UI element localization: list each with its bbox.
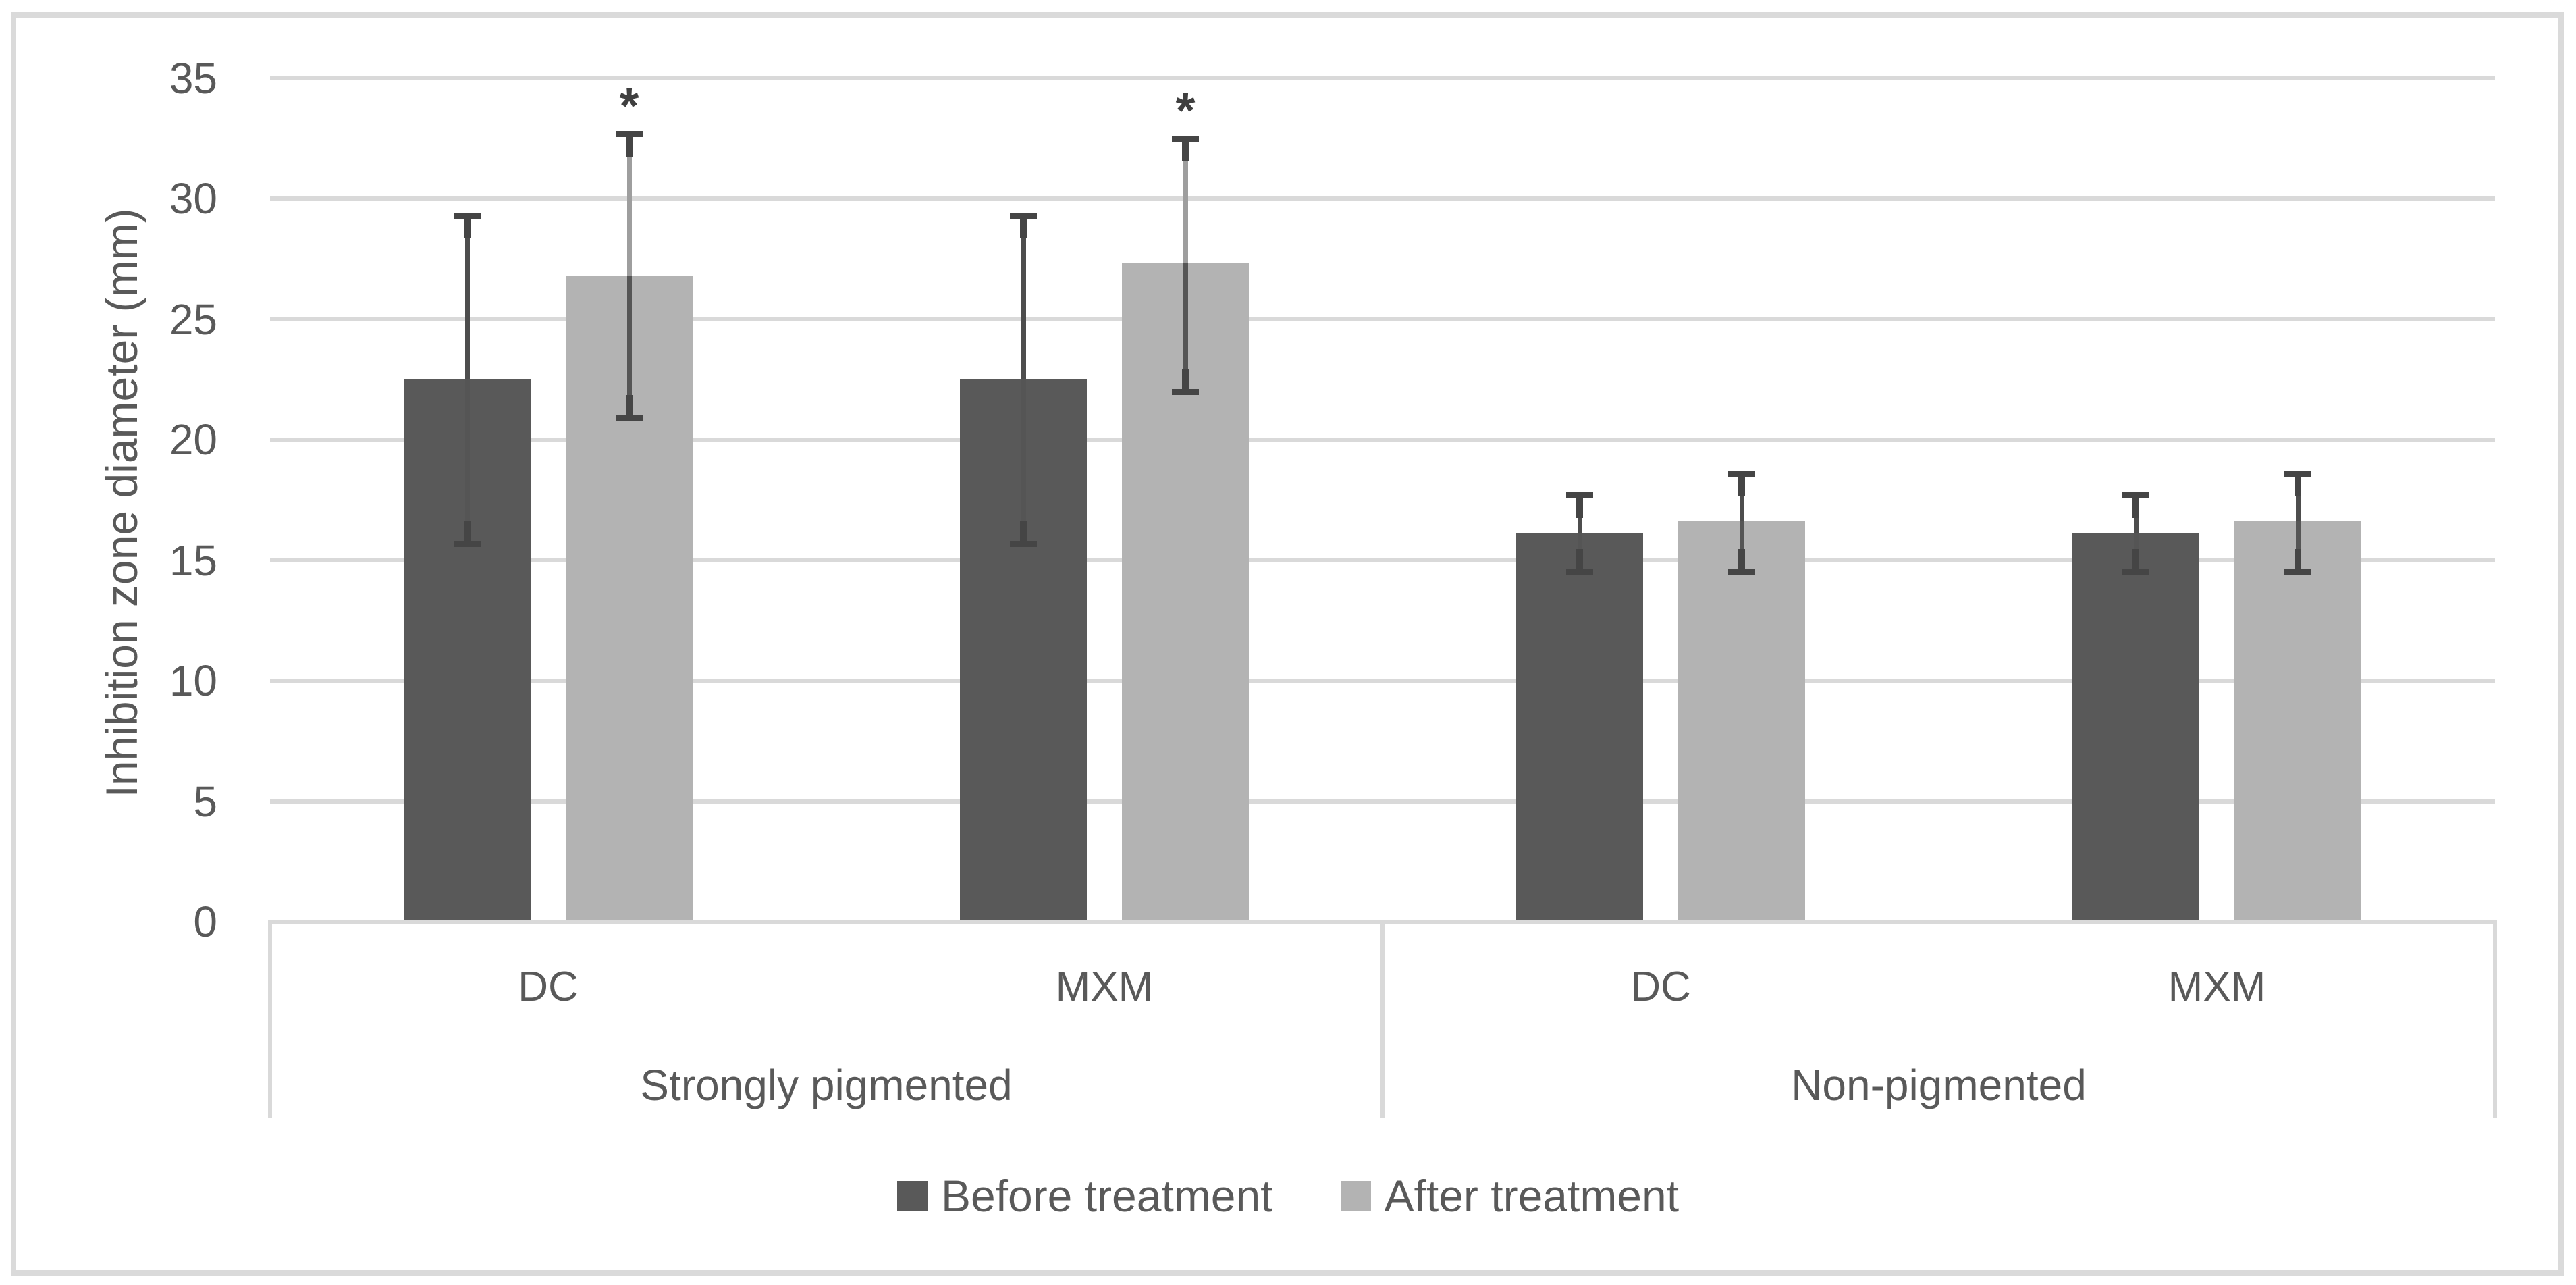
error-bar-stem — [464, 217, 471, 238]
error-bar-cap — [1172, 135, 1199, 142]
error-bar-cap — [1566, 569, 1593, 576]
error-bar-cap — [1010, 540, 1037, 547]
error-bar-line — [464, 379, 470, 544]
y-tick-label: 35 — [169, 53, 217, 103]
error-bar-line — [464, 215, 470, 379]
gridline — [270, 799, 2495, 804]
figure-border — [11, 12, 2564, 1276]
gridline — [270, 679, 2495, 683]
legend-item-before-treatment: Before treatment — [896, 1170, 1273, 1222]
significance-asterisk: * — [1175, 82, 1196, 138]
category-label: MXM — [1055, 964, 1154, 1010]
error-bar-cap — [2284, 569, 2311, 576]
error-bar-line — [626, 133, 632, 276]
error-bar-line — [1183, 263, 1188, 392]
error-bar-stem — [2295, 549, 2301, 570]
axis-separator — [268, 920, 272, 1118]
error-bar-stem — [1182, 140, 1189, 161]
gridline — [270, 196, 2495, 201]
y-tick-label: 20 — [169, 415, 217, 464]
error-bar-cap — [616, 130, 643, 137]
bar-after-treatment — [1678, 521, 1805, 920]
error-bar-stem — [1738, 549, 1745, 570]
category-label: DC — [1630, 964, 1691, 1010]
error-bar-cap — [1728, 569, 1755, 576]
error-bar-cap — [2284, 470, 2311, 477]
error-bar-cap — [1010, 212, 1037, 219]
group-label: Strongly pigmented — [640, 1061, 1013, 1109]
error-bar-line — [2295, 473, 2301, 522]
axis-separator — [1380, 920, 1385, 1118]
error-bar-cap — [1566, 492, 1593, 499]
error-bar-cap — [454, 212, 481, 219]
y-tick-label: 5 — [193, 777, 217, 826]
y-tick-label: 0 — [193, 897, 217, 946]
gridline — [270, 76, 2495, 80]
category-label: DC — [518, 964, 579, 1010]
legend-item-after-treatment: After treatment — [1340, 1170, 1680, 1222]
error-bar-line — [1739, 473, 1744, 522]
error-bar-line — [1183, 138, 1188, 264]
error-bar-cap — [616, 415, 643, 421]
axis-separator — [2493, 920, 2497, 1118]
error-bar-stem — [1576, 549, 1583, 570]
y-tick-label: 10 — [169, 656, 217, 705]
legend-label-before-treatment: Before treatment — [940, 1171, 1273, 1221]
y-tick-label: 15 — [169, 535, 217, 585]
significance-asterisk: * — [619, 77, 639, 134]
legend-label-after-treatment: After treatment — [1384, 1171, 1680, 1221]
error-bar-cap — [1172, 388, 1199, 395]
error-bar-stem — [2295, 475, 2301, 496]
error-bar-stem — [1738, 475, 1745, 496]
error-bar-stem — [1020, 520, 1027, 541]
error-bar-line — [2295, 521, 2301, 573]
error-bar-stem — [464, 520, 471, 541]
legend: Before treatment After treatment — [0, 1170, 2576, 1222]
error-bar-line — [1739, 521, 1744, 573]
group-label: Non-pigmented — [1791, 1061, 2087, 1109]
error-bar-stem — [1182, 368, 1189, 389]
error-bar-stem — [626, 136, 633, 157]
error-bar-stem — [1576, 498, 1583, 519]
error-bar-line — [1021, 215, 1026, 379]
error-bar-stem — [2132, 549, 2139, 570]
gridline — [270, 438, 2495, 442]
bar-before-treatment — [2072, 533, 2199, 920]
error-bar-cap — [454, 540, 481, 547]
error-bar-line — [626, 276, 632, 418]
y-tick-label: 25 — [169, 294, 217, 344]
category-label: MXM — [2168, 964, 2266, 1010]
error-bar-stem — [2132, 498, 2139, 519]
error-bar-stem — [626, 394, 633, 415]
error-bar-cap — [2122, 569, 2149, 576]
gridline — [270, 317, 2495, 321]
y-tick-label: 30 — [169, 174, 217, 223]
bar-after-treatment — [2234, 521, 2361, 920]
legend-swatch-before-treatment — [896, 1180, 928, 1211]
error-bar-stem — [1020, 217, 1027, 238]
error-bar-cap — [2122, 492, 2149, 499]
error-bar-cap — [1728, 470, 1755, 477]
error-bar-line — [1021, 379, 1026, 544]
legend-swatch-after-treatment — [1340, 1180, 1371, 1211]
bar-before-treatment — [1516, 533, 1643, 920]
gridline — [270, 558, 2495, 562]
